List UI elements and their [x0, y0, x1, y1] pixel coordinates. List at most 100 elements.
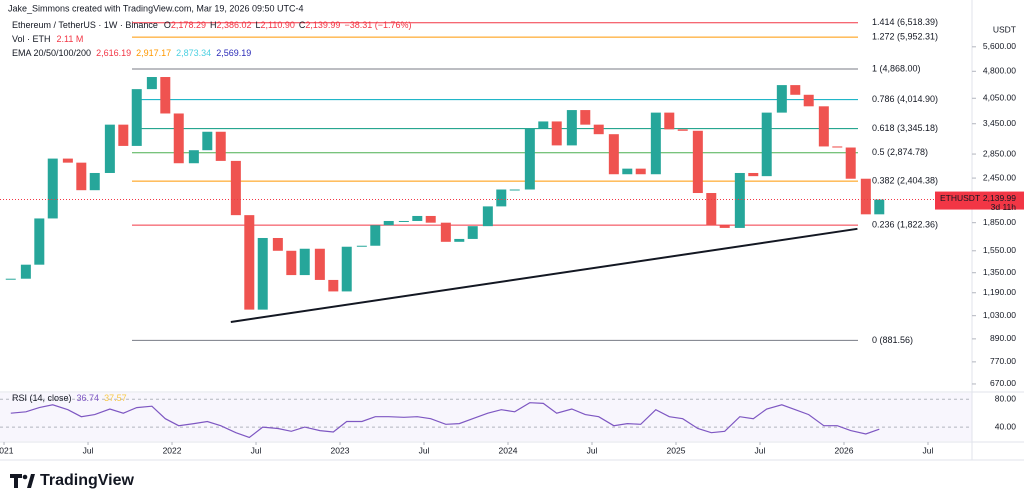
fib-label: 0.786 (4,014.90) — [872, 94, 938, 104]
candle — [34, 218, 45, 265]
candle — [818, 106, 829, 147]
legend-line: EMA 20/50/100/200 2,616.19 2,917.17 2,873.3… — [12, 48, 251, 58]
ohlc-label: O — [164, 20, 171, 30]
candle — [47, 158, 58, 219]
x-tick-label: 2024 — [499, 445, 518, 455]
ema-value: 2,873.34 — [176, 48, 211, 58]
candle — [734, 172, 745, 228]
candle — [551, 121, 562, 146]
price-tag-value: 2,139.99 — [983, 193, 1016, 203]
y-tick-label: 4,800.00 — [983, 66, 1016, 76]
ema-value: 2,569.19 — [216, 48, 251, 58]
candle — [454, 238, 465, 242]
fib-label: 1.272 (5,952.31) — [872, 31, 938, 41]
x-tick-label: Jul — [755, 445, 766, 455]
candle — [790, 85, 801, 95]
candle — [580, 110, 591, 125]
trendline — [230, 227, 858, 323]
candle — [622, 168, 633, 175]
candle — [104, 124, 115, 173]
candle — [286, 250, 297, 276]
legend-line: Ethereum / TetherUS · 1W · Binance O2,178… — [12, 20, 412, 30]
legend-line: RSI (14, close) 36.74 37.57 — [12, 393, 127, 403]
y-tick-label: 1,850.00 — [983, 217, 1016, 227]
ohlc-label: C — [299, 20, 306, 30]
candle — [482, 206, 493, 227]
fib-label: 0 (881.56) — [872, 335, 913, 345]
y-tick-label: 670.00 — [990, 378, 1016, 388]
fib-label: 0.5 (2,874.78) — [872, 147, 928, 157]
y-tick-label: 80.00 — [995, 394, 1017, 404]
candle — [412, 215, 423, 221]
candle — [341, 246, 352, 292]
candle — [160, 77, 171, 114]
x-tick-label: 2022 — [163, 445, 182, 455]
candle — [5, 278, 16, 280]
y-tick-label: 1,030.00 — [983, 310, 1016, 320]
candle — [874, 199, 885, 215]
candle — [706, 193, 717, 226]
candle — [467, 226, 478, 239]
x-tick-label: 2023 — [331, 445, 350, 455]
candle — [832, 146, 843, 148]
fib-label: 0.382 (2,404.38) — [872, 175, 938, 185]
y-tick-label: 4,050.00 — [983, 93, 1016, 103]
currency: USDT — [993, 24, 1016, 34]
y-tick-label: 2,850.00 — [983, 148, 1016, 158]
x-tick-label: Jul — [419, 445, 430, 455]
candle — [425, 215, 436, 223]
logo-icon — [10, 474, 22, 488]
candle — [356, 245, 367, 247]
candle — [635, 168, 646, 175]
candle — [230, 160, 241, 216]
candle — [593, 124, 604, 135]
candle — [118, 124, 129, 146]
price-tag-countdown: 3d 11h — [991, 202, 1017, 212]
brand: TradingView — [40, 472, 135, 489]
candle — [370, 225, 381, 246]
y-tick-label: 40.00 — [995, 421, 1017, 431]
change: −38.31 (−1.76%) — [344, 20, 411, 30]
logo-icon — [27, 474, 35, 488]
candle — [845, 147, 856, 179]
candle — [566, 110, 577, 146]
rsi-value: 37.57 — [104, 393, 127, 403]
candle — [89, 172, 100, 191]
plot: 5,600.00 4,800.00 4,050.00 3,450.00 2,850.00… — [0, 17, 1016, 455]
candle — [202, 131, 213, 151]
y-tick-label: 1,190.00 — [983, 287, 1016, 297]
candle — [314, 248, 325, 280]
candle — [257, 237, 268, 310]
candle — [776, 85, 787, 113]
x-tick-label: Jul — [83, 445, 94, 455]
candle — [677, 129, 688, 131]
candle — [272, 237, 283, 251]
x-tick-label: 2021 — [0, 445, 14, 455]
ema-value: 2,917.17 — [136, 48, 171, 58]
candle — [440, 222, 451, 242]
candle — [524, 128, 535, 190]
rsi-panel — [0, 393, 972, 441]
y-tick-label: 1,350.00 — [983, 267, 1016, 277]
ohlc: 2,386.02 — [216, 20, 251, 30]
legend: Ethereum / TetherUS · 1W · Binance O2,178… — [12, 20, 412, 403]
ohlc-label: L — [256, 20, 261, 30]
candle — [650, 112, 661, 175]
candle — [244, 215, 255, 310]
price-tag-symbol: ETHUSDT — [940, 193, 980, 203]
candle — [803, 94, 814, 107]
ema-label: EMA 20/50/100/200 — [12, 48, 91, 58]
x-tick-label: 2026 — [835, 445, 854, 455]
fib-label: 1.414 (6,518.39) — [872, 17, 938, 27]
candle — [131, 89, 142, 146]
vol-label: Vol · ETH — [12, 34, 51, 44]
x-tick-label: Jul — [251, 445, 262, 455]
symbol: Ethereum / TetherUS · 1W · Binance — [12, 20, 158, 30]
ohlc: 2,110.90 — [261, 20, 295, 30]
credit: Jake_Simmons created with TradingView.co… — [8, 3, 303, 13]
candle — [146, 77, 157, 90]
candle — [398, 220, 409, 222]
candle — [496, 189, 507, 207]
candle — [719, 225, 730, 228]
